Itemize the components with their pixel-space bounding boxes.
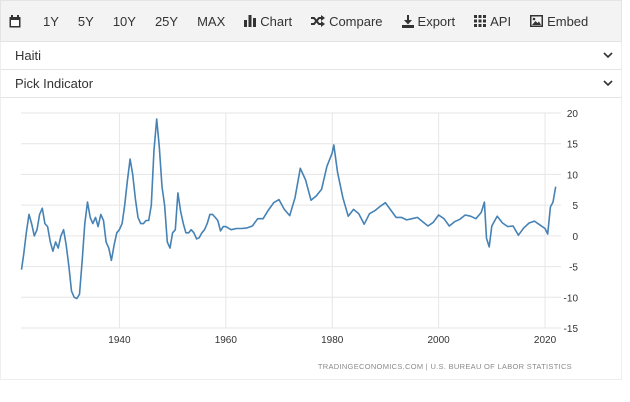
shuffle-icon [311, 15, 326, 27]
y-tick-label: 10 [567, 170, 579, 181]
y-tick-label: -15 [564, 324, 579, 335]
toolbar: 1Y 5Y 10Y 25Y MAX Chart Compare Export A… [0, 0, 622, 42]
x-tick-label: 1940 [108, 335, 131, 346]
image-icon [530, 15, 544, 27]
export-button[interactable]: Export [401, 13, 456, 29]
grid-icon [474, 15, 487, 27]
country-select-value: Haiti [15, 48, 42, 63]
range-25y-button[interactable]: 25Y [154, 13, 179, 29]
chart-button[interactable]: Chart [244, 14, 292, 29]
calendar-icon[interactable] [9, 14, 25, 28]
range-10y-button[interactable]: 10Y [112, 13, 136, 29]
range-5y-button[interactable]: 5Y [77, 13, 94, 29]
range-max-button[interactable]: MAX [197, 13, 226, 29]
series-line [20, 118, 557, 300]
y-tick-label: 15 [567, 140, 579, 151]
indicator-select-value: Pick Indicator [15, 76, 94, 91]
x-tick-label: 1960 [215, 335, 238, 346]
api-button-label: API [490, 13, 512, 29]
indicator-select[interactable]: Pick Indicator [0, 70, 622, 98]
chart-grid [21, 112, 561, 329]
chart-area: 1940 1960 1980 2000 2020 20 15 10 5 0 -5 -10 -15 TR… [0, 98, 622, 380]
download-icon [401, 14, 414, 28]
y-tick-label: 5 [572, 201, 578, 212]
bar-chart-icon [244, 15, 257, 27]
y-tick-label: 20 [567, 109, 579, 120]
country-select[interactable]: Haiti [0, 42, 622, 70]
embed-button-label: Embed [547, 13, 589, 29]
x-axis-ticks: 1940 1960 1980 2000 2020 [108, 335, 556, 346]
api-button[interactable]: API [474, 14, 511, 29]
embed-button[interactable]: Embed [530, 14, 588, 29]
chevron-down-icon [603, 80, 613, 87]
y-tick-label: -10 [564, 293, 579, 304]
source-credit: TRADINGECONOMICS.COM | U.S. BUREAU OF LA… [318, 362, 572, 371]
range-1y-button[interactable]: 1Y [43, 13, 59, 29]
x-tick-label: 1980 [321, 335, 344, 346]
y-tick-label: -5 [569, 263, 578, 274]
compare-button[interactable]: Compare [311, 13, 383, 29]
chevron-down-icon [603, 52, 613, 59]
chart-button-label: Chart [260, 13, 293, 29]
inflation-line-chart: 1940 1960 1980 2000 2020 20 15 10 5 0 -5 -10 -15 TR… [20, 109, 579, 371]
x-tick-label: 2000 [428, 335, 451, 346]
y-tick-label: 0 [572, 232, 578, 243]
export-button-label: Export [417, 13, 456, 29]
compare-button-label: Compare [329, 13, 383, 29]
y-axis-ticks: 20 15 10 5 0 -5 -10 -15 [564, 109, 579, 335]
x-tick-label: 2020 [534, 335, 557, 346]
